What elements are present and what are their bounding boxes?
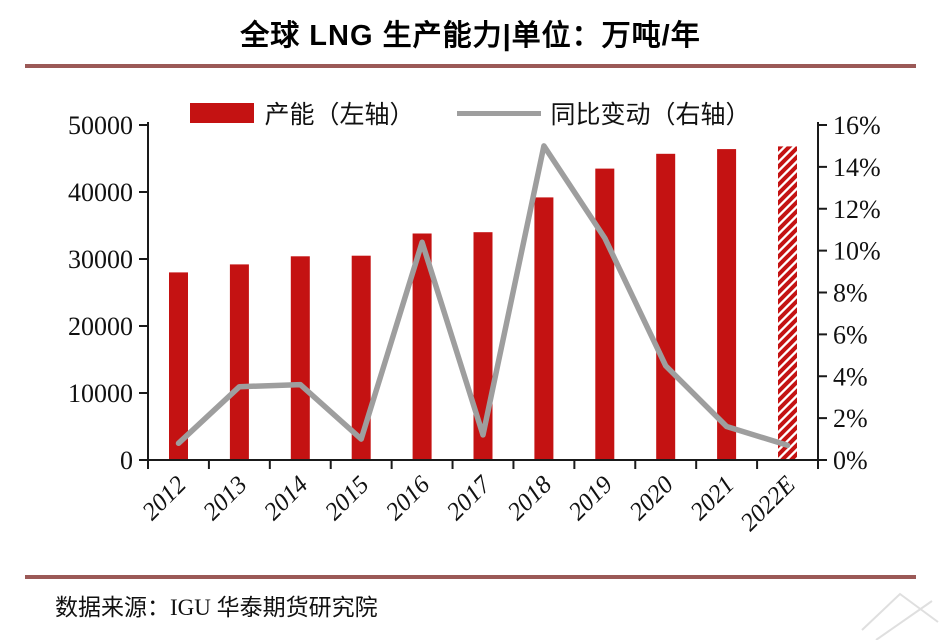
yoy-change-line <box>175 143 791 449</box>
watermark-mark <box>861 592 939 640</box>
right-axis-tick-label: 12% <box>833 195 881 224</box>
x-axis-tick-label: 2018 <box>503 471 558 526</box>
legend-bar-label: 产能（左轴） <box>264 101 415 129</box>
chart-legend: 产能（左轴） 同比变动（右轴） <box>0 95 941 131</box>
legend-line-swatch <box>456 110 541 116</box>
legend-line-label: 同比变动（右轴） <box>550 101 751 129</box>
bar-2015 <box>351 255 371 460</box>
title-divider <box>25 64 916 68</box>
left-axis-tick-label: 20000 <box>68 312 133 341</box>
right-axis-tick-label: 14% <box>833 153 881 182</box>
axes <box>147 122 819 461</box>
x-axis-tick-label: 2021 <box>685 471 739 525</box>
x-axis-tick-label: 2016 <box>381 471 436 526</box>
bar-2022E <box>778 146 797 460</box>
right-axis-tick-label: 10% <box>833 237 881 266</box>
x-axis-tick-label: 2014 <box>259 471 313 525</box>
left-axis-tick-label: 10000 <box>68 379 133 408</box>
footer-divider <box>25 575 916 579</box>
data-source-label: 数据来源：IGU 华泰期货研究院 <box>55 595 378 620</box>
x-axis-tick-label: 2019 <box>564 471 619 526</box>
left-axis-tick-label: 50000 <box>68 111 133 140</box>
bar-2020 <box>656 153 676 461</box>
bar-2016 <box>412 233 432 460</box>
bar-2021 <box>717 149 737 460</box>
bar-2013 <box>229 264 249 460</box>
right-axis-tick-label: 8% <box>833 279 868 308</box>
bar-2019 <box>595 168 615 460</box>
x-axis-tick-label: 2013 <box>198 471 252 525</box>
right-axis-tick-label: 6% <box>833 320 868 349</box>
x-axis-tick-label: 2020 <box>625 471 680 526</box>
right-axis-tick-label: 4% <box>833 362 868 391</box>
x-axis-tick-label: 2022E <box>736 471 801 536</box>
legend-bar-swatch <box>190 103 255 123</box>
bar-2014 <box>290 256 310 460</box>
left-axis-tick-label: 30000 <box>68 245 133 274</box>
left-axis-tick-label: 40000 <box>68 178 133 207</box>
x-axis-tick-label: 2017 <box>442 470 498 526</box>
bar-2012 <box>169 272 188 460</box>
chart-title: 全球 LNG 生产能力|单位：万吨/年 <box>240 20 701 52</box>
left-axis-tick-label: 0 <box>120 446 133 475</box>
right-axis-tick-label: 16% <box>833 111 881 140</box>
right-axis-tick-label: 2% <box>833 404 868 433</box>
right-axis-tick-label: 0% <box>833 446 868 475</box>
x-axis-tick-label: 2012 <box>137 471 191 525</box>
bar-2018 <box>534 197 554 460</box>
x-axis-tick-label: 2015 <box>320 471 374 525</box>
